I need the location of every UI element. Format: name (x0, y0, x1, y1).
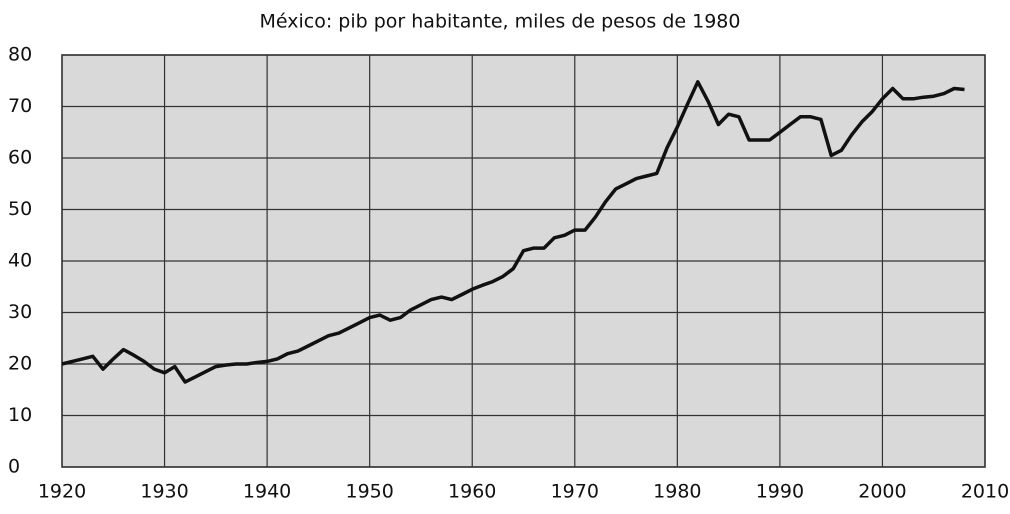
y-tick-label: 30 (8, 301, 32, 323)
x-tick-label: 1980 (653, 481, 701, 503)
x-tick-label: 1920 (38, 481, 86, 503)
data-line (61, 80, 965, 384)
x-tick-label: 1990 (756, 481, 804, 503)
x-tick-label: 1960 (448, 481, 496, 503)
y-tick-label: 10 (8, 404, 32, 426)
x-tick-label: 1970 (551, 481, 599, 503)
y-tick-label: 20 (8, 353, 32, 375)
y-tick-label: 60 (8, 147, 32, 169)
x-tick-label: 2010 (961, 481, 1009, 503)
x-tick-label: 2000 (858, 481, 906, 503)
x-tick-label: 1950 (345, 481, 393, 503)
y-tick-label: 80 (8, 44, 32, 66)
x-tick-label: 1940 (243, 481, 291, 503)
x-tick-label: 1930 (140, 481, 188, 503)
y-tick-label: 50 (8, 198, 32, 220)
y-tick-label: 40 (8, 250, 32, 272)
y-tick-label: 70 (8, 95, 32, 117)
y-tick-label: 0 (8, 456, 20, 478)
chart-title: México: pib por habitante, miles de peso… (260, 11, 741, 33)
